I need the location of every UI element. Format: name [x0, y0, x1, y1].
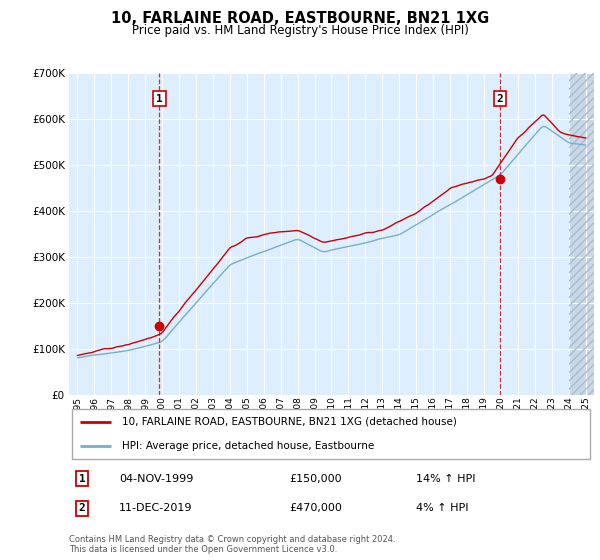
Text: 2: 2 [79, 503, 86, 514]
Text: 1: 1 [79, 474, 86, 484]
Text: 11-DEC-2019: 11-DEC-2019 [119, 503, 193, 514]
Text: 04-NOV-1999: 04-NOV-1999 [119, 474, 193, 484]
Text: Price paid vs. HM Land Registry's House Price Index (HPI): Price paid vs. HM Land Registry's House … [131, 24, 469, 37]
Bar [569, 73, 594, 395]
Text: 14% ↑ HPI: 14% ↑ HPI [415, 474, 475, 484]
Bar [569, 73, 594, 395]
Text: HPI: Average price, detached house, Eastbourne: HPI: Average price, detached house, East… [121, 441, 374, 451]
Text: 10, FARLAINE ROAD, EASTBOURNE, BN21 1XG (detached house): 10, FARLAINE ROAD, EASTBOURNE, BN21 1XG … [121, 417, 457, 427]
Text: 10, FARLAINE ROAD, EASTBOURNE, BN21 1XG: 10, FARLAINE ROAD, EASTBOURNE, BN21 1XG [111, 11, 489, 26]
Text: £470,000: £470,000 [290, 503, 343, 514]
Text: £150,000: £150,000 [290, 474, 342, 484]
Text: Contains HM Land Registry data © Crown copyright and database right 2024.
This d: Contains HM Land Registry data © Crown c… [69, 535, 395, 554]
Text: 4% ↑ HPI: 4% ↑ HPI [415, 503, 468, 514]
Text: 2: 2 [496, 94, 503, 104]
Text: 1: 1 [156, 94, 163, 104]
FancyBboxPatch shape [71, 409, 590, 459]
